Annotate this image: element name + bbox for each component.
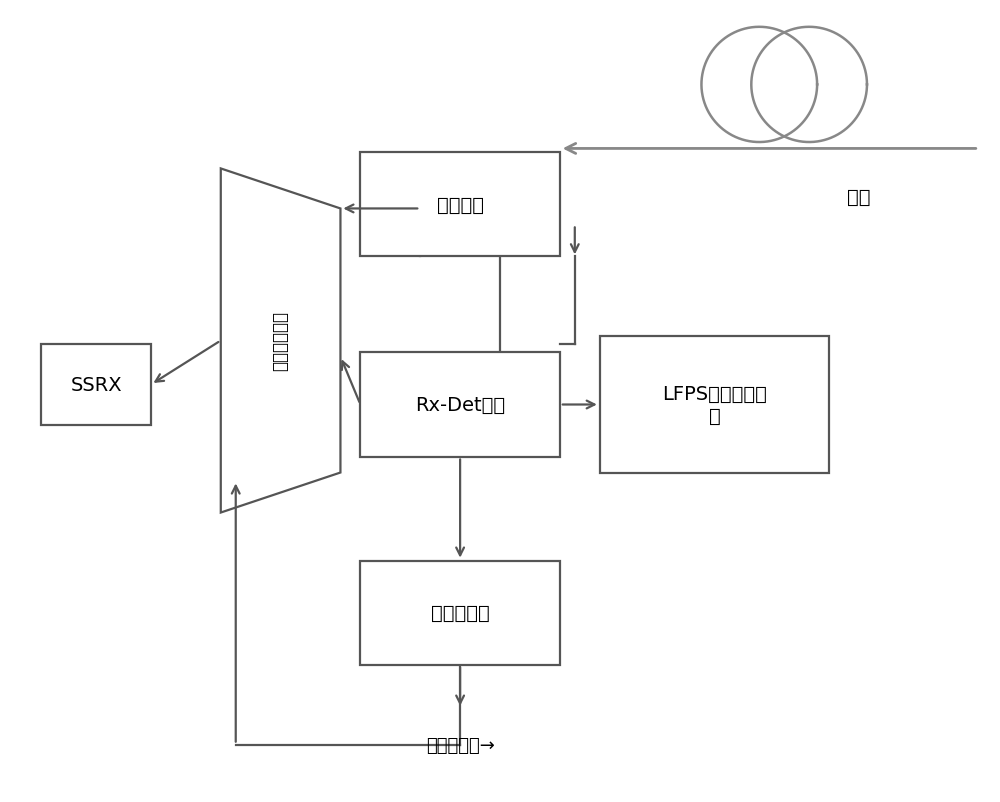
Bar xyxy=(360,153,560,257)
Bar xyxy=(360,353,560,457)
Text: SSRX: SSRX xyxy=(70,375,122,395)
Text: Rx-Det电路: Rx-Det电路 xyxy=(415,395,505,415)
Text: 关闭光发射→: 关闭光发射→ xyxy=(426,735,495,754)
Text: 光路: 光路 xyxy=(847,188,871,207)
Bar xyxy=(360,561,560,665)
Text: 控制状态机: 控制状态机 xyxy=(431,603,489,622)
Bar xyxy=(600,337,829,473)
Text: LFPS信号检测电
路: LFPS信号检测电 路 xyxy=(662,384,767,426)
Text: 输出选择电路: 输出选择电路 xyxy=(272,311,290,371)
Bar xyxy=(41,345,151,425)
Text: 高速电路: 高速电路 xyxy=(437,196,484,215)
Polygon shape xyxy=(221,169,340,513)
